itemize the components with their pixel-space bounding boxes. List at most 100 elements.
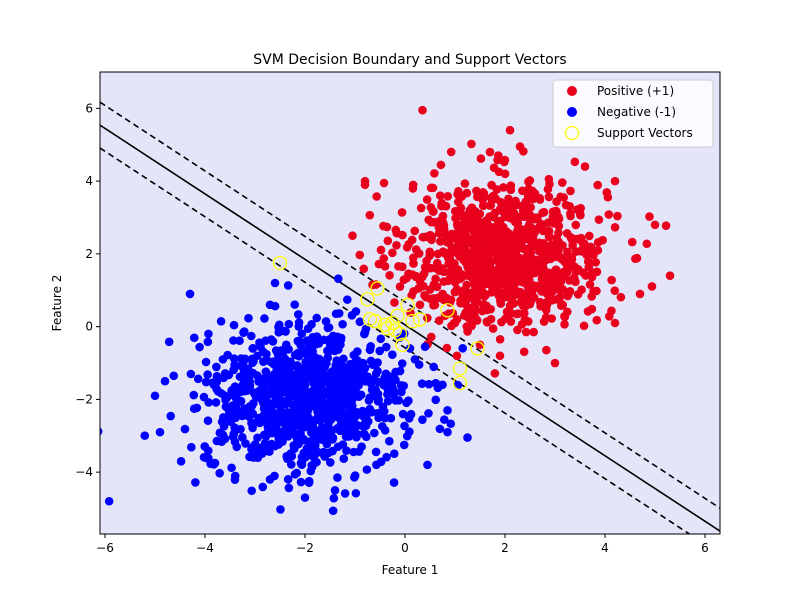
negative-point [201, 377, 211, 387]
negative-point [203, 337, 213, 347]
negative-point [429, 362, 439, 372]
positive-point [379, 178, 389, 188]
positive-point [610, 176, 620, 186]
negative-point [405, 427, 414, 436]
negative-point [241, 439, 250, 448]
x-tick-label: −2 [296, 541, 314, 555]
negative-point [362, 465, 372, 474]
positive-point [566, 233, 576, 242]
positive-point [542, 345, 551, 355]
negative-point [341, 432, 351, 441]
positive-point [554, 221, 564, 231]
positive-point [642, 239, 652, 249]
negative-point [325, 390, 335, 400]
positive-point [493, 253, 503, 263]
positive-point [494, 222, 503, 231]
negative-point [365, 345, 375, 355]
negative-point [312, 413, 322, 423]
negative-point [299, 448, 309, 458]
positive-point [452, 351, 462, 361]
positive-point [512, 200, 522, 210]
positive-point [535, 238, 544, 248]
negative-point [292, 468, 302, 478]
positive-point [443, 192, 453, 201]
positive-point [446, 147, 456, 157]
positive-point [607, 306, 616, 316]
positive-point [482, 290, 491, 299]
negative-point [443, 406, 452, 415]
positive-point [406, 308, 415, 318]
legend-label-support-vectors: Support Vectors [597, 126, 693, 140]
positive-point [521, 225, 531, 234]
negative-point [399, 440, 409, 450]
negative-point [439, 415, 449, 424]
negative-point [274, 434, 284, 443]
negative-point [253, 433, 262, 443]
positive-point [489, 191, 498, 201]
negative-point [322, 439, 332, 449]
positive-point [543, 184, 553, 194]
negative-point [296, 433, 305, 443]
positive-point [645, 212, 654, 221]
support-vector-marker [370, 281, 385, 296]
negative-point [323, 323, 333, 333]
y-axis-label: Feature 2 [50, 275, 64, 332]
positive-point [548, 295, 558, 305]
positive-point [434, 316, 444, 325]
positive-point [585, 231, 594, 241]
negative-point [104, 496, 114, 506]
negative-point [247, 409, 257, 419]
positive-point [495, 351, 505, 361]
legend-marker-positive [567, 86, 577, 96]
positive-point [507, 214, 516, 223]
positive-point [348, 231, 357, 241]
negative-point [300, 422, 310, 432]
positive-point [635, 289, 645, 299]
negative-point [333, 473, 342, 482]
positive-point [566, 186, 575, 196]
support-vector-marker [440, 303, 455, 318]
negative-point [371, 369, 381, 379]
positive-point [425, 247, 435, 257]
negative-point [346, 385, 355, 395]
negative-point [375, 346, 385, 356]
positive-point [505, 125, 515, 135]
negative-point [297, 329, 307, 338]
negative-point [304, 476, 314, 486]
negative-point [337, 373, 347, 382]
x-tick-label: 2 [501, 541, 509, 555]
negative-point [342, 392, 352, 402]
negative-point [217, 417, 227, 427]
positive-point [428, 183, 438, 193]
negative-point [284, 345, 293, 354]
negative-point [271, 346, 281, 355]
y-tick-label: −2 [75, 392, 93, 406]
positive-point [461, 308, 471, 317]
negative-point [286, 449, 296, 458]
positive-point [390, 298, 399, 307]
negative-point [232, 442, 242, 452]
negative-point [300, 493, 310, 502]
negative-point [307, 319, 316, 329]
negative-point [395, 366, 405, 376]
positive-point [556, 301, 566, 310]
positive-point [554, 294, 564, 304]
negative-point [231, 394, 241, 403]
positive-point [580, 239, 589, 248]
negative-point [248, 344, 258, 353]
positive-point [594, 215, 604, 224]
positive-point [499, 183, 508, 192]
negative-point [294, 318, 304, 327]
negative-point [338, 362, 348, 371]
support-vector-marker [380, 321, 395, 336]
negative-point [290, 409, 299, 418]
positive-point [509, 234, 518, 243]
positive-point [494, 269, 504, 279]
negative-point [328, 506, 338, 516]
positive-point [604, 210, 614, 219]
x-axis-label: Feature 1 [382, 563, 439, 577]
negative-point [280, 412, 290, 421]
negative-point [286, 460, 296, 469]
negative-point [330, 346, 340, 356]
negative-point [245, 377, 255, 386]
